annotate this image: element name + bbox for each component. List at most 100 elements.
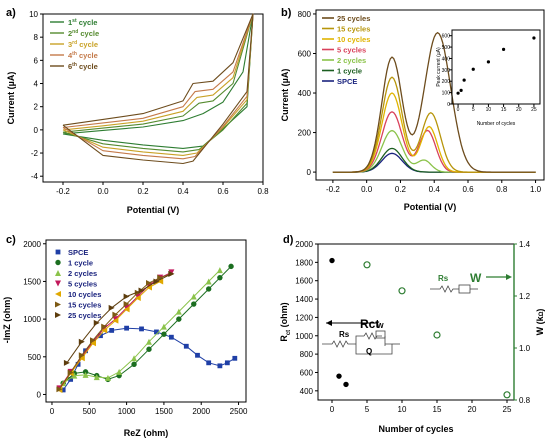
panel-c-point-5-8 bbox=[145, 279, 152, 286]
panel-c-point-3-5 bbox=[112, 316, 119, 323]
panel-a-xtick-label-0: -0.2 bbox=[56, 187, 70, 196]
panel-a-ytick-label-1: -2 bbox=[31, 149, 39, 158]
panel-c-legend-label-1: 1 cycle bbox=[68, 259, 93, 268]
panel-c-xtick-label-5: 2500 bbox=[230, 407, 248, 416]
panel-c-ytick-label-0: 0 bbox=[37, 390, 42, 399]
panel-c-legend-marker-4 bbox=[55, 291, 61, 297]
panel-c-point-1-7 bbox=[146, 346, 152, 352]
panel-c-point-0-15 bbox=[224, 360, 230, 366]
panel-c-point-0-12 bbox=[195, 352, 200, 358]
inset-y-axis-label: Peak current (µA) bbox=[436, 47, 442, 87]
inset-ytick-label-0: 0 bbox=[447, 102, 450, 108]
circuit-diagram-right: Rs W bbox=[430, 271, 512, 294]
panel-a-legend-text-4: cycle bbox=[77, 62, 98, 71]
panel-a-ticks: -0.2 0.0 0.2 0.4 0.6 0.8 -4 -2 0 2 4 6 8 10 bbox=[29, 10, 269, 196]
inset-ytick-label-4: 400 bbox=[442, 56, 451, 62]
rct-arrow-head bbox=[326, 320, 332, 326]
inset-xtick-label-3: 15 bbox=[501, 107, 507, 113]
panel-c-point-2-11 bbox=[205, 278, 212, 285]
panel-b-x-axis-label: Potential (V) bbox=[404, 202, 457, 212]
inset-point-1 bbox=[459, 88, 463, 92]
panel-d-ytick-label-6: 1600 bbox=[295, 277, 313, 286]
panel-a-ytick-label-2: 0 bbox=[34, 126, 39, 135]
panel-c-x-axis-label: ReZ (ohm) bbox=[124, 428, 169, 438]
panel-a-ytick-label-5: 6 bbox=[34, 56, 39, 65]
panel-d-y2tick-label-2: 1.2 bbox=[519, 292, 531, 301]
panel-d-ytick-label-8: 2000 bbox=[295, 240, 313, 249]
panel-c-point-2-9 bbox=[175, 308, 182, 315]
panel-d-ytick-label-1: 600 bbox=[300, 368, 314, 377]
panel-b-y-axis-label: Current (µA) bbox=[280, 69, 290, 122]
panel-b-inset: 0 5 10 15 20 25 0 100 200 300 400 500 600 Number of … bbox=[436, 29, 541, 127]
panel-c-point-2-2 bbox=[82, 371, 89, 378]
panel-c-point-5-2 bbox=[78, 352, 85, 359]
panel-a-ytick-label-7: 10 bbox=[29, 10, 38, 19]
circuit-diagram-left: Rs Q W bbox=[322, 323, 400, 356]
panel-b-legend-label-3: 5 cycles bbox=[337, 46, 366, 55]
panel-c-point-5-3 bbox=[90, 337, 97, 344]
panel-a-legend-num-0: 1 bbox=[68, 18, 72, 27]
panel-d-ytick-label-4: 1200 bbox=[295, 313, 313, 322]
inset-ytick-label-3: 300 bbox=[442, 68, 451, 74]
panel-a-legend-label-1: 2nd cycle bbox=[68, 29, 99, 38]
panel-a-legend-text-2: cycle bbox=[77, 40, 98, 49]
panel-a-legend-num-3: 4 bbox=[68, 51, 73, 60]
w-label-end: ) bbox=[535, 309, 545, 312]
panel-c-ytick-label-1: 500 bbox=[28, 353, 42, 362]
panel-d-point-1-0 bbox=[363, 261, 371, 269]
panel-d-ticks: 0 5 10 15 20 25 400 600 800 1000 1200 1400 1600 1800 2… bbox=[295, 240, 530, 414]
panel-d-xtick-label-4: 20 bbox=[468, 405, 477, 414]
panel-c-point-5-4 bbox=[101, 323, 108, 330]
inset-xtick-label-0: 0 bbox=[457, 107, 460, 113]
panel-c-point-0-13 bbox=[206, 360, 212, 366]
panel-b-legend-label-5: 1 cycle bbox=[337, 67, 362, 76]
panel-c-xtick-label-0: 0 bbox=[50, 407, 55, 416]
rct-label-base: R bbox=[279, 335, 289, 342]
panel-c-xtick-label-4: 2000 bbox=[192, 407, 210, 416]
panel-c-point-5-7 bbox=[134, 289, 141, 296]
panel-c-point-4-5 bbox=[112, 317, 119, 324]
panel-a-legend-sup-1: nd bbox=[72, 29, 78, 35]
panel-c-legend-label-4: 10 cycles bbox=[68, 290, 101, 299]
panel-b-xtick-label-5: 0.8 bbox=[496, 185, 508, 194]
circuit-right-w-box bbox=[458, 284, 471, 294]
panel-a-legend-sup-2: rd bbox=[72, 40, 77, 46]
panel-c-ytick-label-2: 1000 bbox=[23, 315, 41, 324]
panel-a-ytick-label-6: 8 bbox=[34, 33, 39, 42]
panel-c-xtick-label-1: 500 bbox=[83, 407, 97, 416]
panel-c-point-0-8 bbox=[139, 326, 144, 332]
panel-c-ticks: 0 500 1000 1500 2000 2500 0 500 1000 1500 2000 bbox=[23, 240, 248, 416]
w-label-base: W (k bbox=[535, 315, 545, 335]
panel-d-y2-axis-label: W (kΩ) bbox=[535, 309, 545, 336]
panel-c-point-0-2 bbox=[75, 361, 81, 367]
panel-c-point-0-14 bbox=[217, 363, 223, 369]
panel-a-legend-sup-4: th bbox=[72, 62, 77, 68]
panel-c-point-6-0 bbox=[63, 359, 70, 366]
panel-a-legend-num-2: 3 bbox=[68, 40, 72, 49]
panel-c-point-0-5 bbox=[98, 333, 103, 339]
inset-xtick-label-2: 10 bbox=[486, 107, 492, 113]
panel-c-point-1-2 bbox=[82, 369, 89, 375]
panel-b-xtick-label-6: 1.0 bbox=[530, 185, 542, 194]
panel-c-fit-line-4 bbox=[58, 280, 161, 391]
panel-d-y2tick-label-0: 0.8 bbox=[519, 396, 531, 405]
panel-c-legend-label-2: 2 cycles bbox=[68, 269, 97, 278]
panel-a-legend-sup-3: th bbox=[72, 51, 77, 57]
panel-a-cyclic-voltammetry: a) -0.2 0.0 0.2 0.4 0.6 0.8 -4 -2 0 2 4 6 8 10 1st cy… bbox=[6, 7, 269, 215]
inset-xtick-label-5: 25 bbox=[531, 107, 537, 113]
panel-c-point-0-7 bbox=[124, 325, 129, 331]
panel-c-nyquist: c) 0 500 1000 1500 2000 25000500100015002000 … bbox=[2, 234, 248, 438]
panel-a-ytick-label-0: -4 bbox=[31, 172, 39, 181]
panel-b-ytick-label-3: 600 bbox=[298, 49, 312, 58]
panel-c-series bbox=[56, 263, 238, 393]
inset-point-3 bbox=[471, 67, 475, 71]
panel-c-point-5-5 bbox=[112, 311, 119, 318]
panel-d-point-1-1 bbox=[398, 287, 406, 295]
panel-a-plot-frame bbox=[42, 13, 264, 183]
panel-c-point-3-7 bbox=[134, 293, 141, 300]
panel-c-point-6-5 bbox=[138, 287, 145, 294]
panel-d-y-axis-label: Rct (ohm) bbox=[279, 302, 292, 341]
w-label-sub: Ω bbox=[539, 311, 545, 316]
